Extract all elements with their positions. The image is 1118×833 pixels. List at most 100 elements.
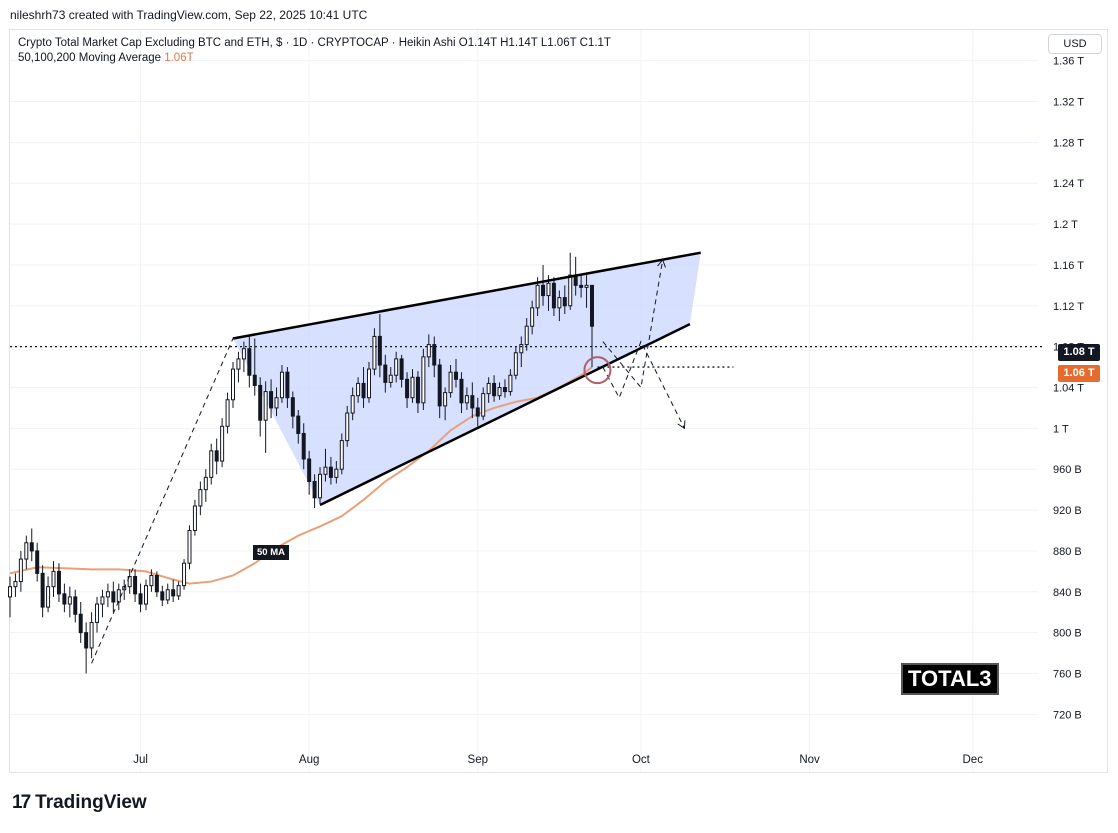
candle-body[interactable] bbox=[78, 613, 83, 634]
candle-body[interactable] bbox=[323, 466, 328, 475]
candle-body[interactable] bbox=[13, 581, 18, 588]
candle-body[interactable] bbox=[366, 368, 371, 399]
candle-body[interactable] bbox=[415, 376, 420, 404]
candle-body[interactable] bbox=[350, 395, 355, 414]
candle-body[interactable] bbox=[225, 399, 230, 427]
candle-body[interactable] bbox=[133, 575, 138, 595]
candle-body[interactable] bbox=[290, 397, 295, 417]
candle-body[interactable] bbox=[236, 358, 241, 370]
candle-body[interactable] bbox=[301, 432, 306, 460]
candle-body[interactable] bbox=[541, 284, 546, 297]
candle-body[interactable] bbox=[486, 382, 491, 395]
candle-body[interactable] bbox=[589, 284, 594, 327]
candle-body[interactable] bbox=[46, 586, 51, 608]
candle-body[interactable] bbox=[388, 374, 393, 383]
candle-body[interactable] bbox=[279, 371, 284, 399]
candle-body[interactable] bbox=[394, 358, 399, 376]
candle-body[interactable] bbox=[241, 348, 246, 360]
candle-body[interactable] bbox=[198, 489, 203, 507]
currency-button[interactable]: USD bbox=[1048, 34, 1102, 54]
candle-body[interactable] bbox=[296, 415, 301, 434]
candle-body[interactable] bbox=[138, 593, 143, 605]
candle-body[interactable] bbox=[95, 603, 100, 623]
candle-body[interactable] bbox=[192, 505, 197, 532]
candle-body[interactable] bbox=[165, 589, 170, 601]
candle-body[interactable] bbox=[285, 371, 290, 399]
candle-body[interactable] bbox=[535, 284, 540, 309]
candle-body[interactable] bbox=[497, 387, 502, 397]
candle-body[interactable] bbox=[8, 586, 12, 598]
candle-body[interactable] bbox=[258, 384, 263, 421]
candle-body[interactable] bbox=[111, 591, 116, 603]
candle-body[interactable] bbox=[176, 585, 181, 597]
candle-body[interactable] bbox=[269, 391, 274, 409]
candle-body[interactable] bbox=[562, 297, 567, 307]
candle-body[interactable] bbox=[481, 393, 486, 417]
candle-body[interactable] bbox=[454, 371, 459, 380]
candle-body[interactable] bbox=[149, 574, 154, 587]
candle-body[interactable] bbox=[318, 473, 323, 499]
candle-body[interactable] bbox=[29, 542, 34, 552]
candle-body[interactable] bbox=[459, 378, 464, 404]
legend-symbol-line[interactable]: Crypto Total Market Cap Excluding BTC an… bbox=[18, 37, 611, 49]
candle-body[interactable] bbox=[508, 374, 513, 393]
candle-body[interactable] bbox=[116, 589, 121, 603]
legend-ma-line[interactable]: 50,100,200 Moving Average 1.06T bbox=[18, 51, 611, 66]
candle-body[interactable] bbox=[105, 591, 110, 598]
candle-body[interactable] bbox=[214, 450, 219, 462]
candle-body[interactable] bbox=[448, 371, 453, 394]
candle-body[interactable] bbox=[334, 468, 339, 478]
candle-body[interactable] bbox=[464, 395, 469, 404]
candle-body[interactable] bbox=[143, 585, 148, 605]
candle-body[interactable] bbox=[18, 558, 23, 583]
candle-body[interactable] bbox=[67, 596, 72, 605]
candle-body[interactable] bbox=[182, 562, 187, 587]
candle-body[interactable] bbox=[551, 282, 556, 309]
candle-body[interactable] bbox=[73, 596, 78, 615]
candle-body[interactable] bbox=[247, 348, 252, 376]
candle-body[interactable] bbox=[84, 632, 89, 649]
candle-body[interactable] bbox=[492, 382, 497, 397]
candle-body[interactable] bbox=[437, 364, 442, 407]
candle-body[interactable] bbox=[62, 593, 67, 605]
candle-body[interactable] bbox=[154, 574, 159, 593]
candle-body[interactable] bbox=[312, 480, 317, 499]
candle-body[interactable] bbox=[530, 307, 535, 327]
candle-body[interactable] bbox=[426, 344, 431, 358]
candle-body[interactable] bbox=[209, 450, 214, 478]
candle-body[interactable] bbox=[339, 440, 344, 470]
candle-body[interactable] bbox=[263, 391, 268, 421]
candle-body[interactable] bbox=[557, 297, 562, 309]
candle-body[interactable] bbox=[546, 282, 551, 297]
candle-body[interactable] bbox=[51, 570, 56, 588]
candle-body[interactable] bbox=[56, 570, 61, 595]
candle-body[interactable] bbox=[345, 412, 350, 442]
candle-body[interactable] bbox=[160, 591, 165, 601]
candle-body[interactable] bbox=[421, 356, 426, 404]
candle-body[interactable] bbox=[383, 364, 388, 383]
candle-body[interactable] bbox=[231, 368, 236, 401]
candle-body[interactable] bbox=[252, 374, 257, 386]
candle-body[interactable] bbox=[356, 382, 361, 397]
candle-body[interactable] bbox=[328, 466, 333, 478]
candle-body[interactable] bbox=[24, 542, 29, 560]
candle-body[interactable] bbox=[35, 550, 40, 574]
candle-body[interactable] bbox=[568, 274, 573, 307]
candle-body[interactable] bbox=[89, 621, 94, 649]
candle-body[interactable] bbox=[584, 284, 589, 288]
candle-body[interactable] bbox=[475, 407, 480, 417]
candle-body[interactable] bbox=[171, 589, 176, 597]
candle-body[interactable] bbox=[432, 344, 437, 366]
candle-body[interactable] bbox=[443, 392, 448, 407]
candle-body[interactable] bbox=[100, 596, 105, 605]
candle-body[interactable] bbox=[187, 530, 192, 564]
candle-body[interactable] bbox=[502, 387, 507, 393]
candle-body[interactable] bbox=[361, 382, 366, 399]
tradingview-logo[interactable]: 17 TradingView bbox=[12, 792, 147, 814]
candle-body[interactable] bbox=[274, 397, 279, 409]
candle-body[interactable] bbox=[410, 376, 415, 399]
candle-body[interactable] bbox=[405, 378, 410, 399]
candle-body[interactable] bbox=[513, 352, 518, 376]
candle-body[interactable] bbox=[372, 335, 377, 370]
candle-body[interactable] bbox=[377, 335, 382, 366]
